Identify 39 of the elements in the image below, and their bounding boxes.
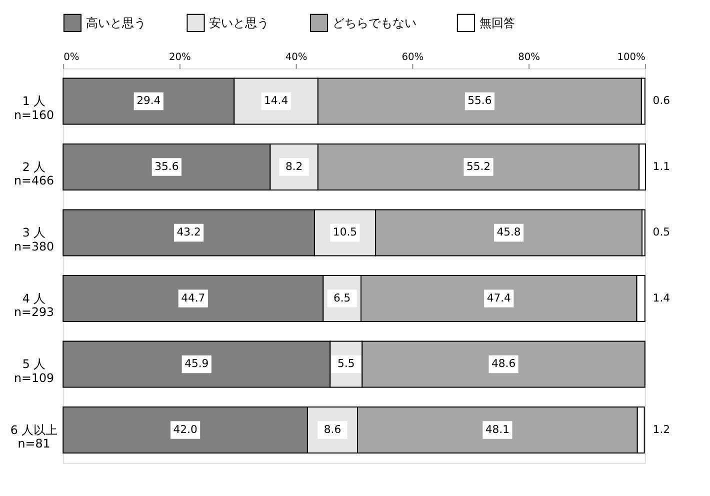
data-label: 42.0 (173, 422, 198, 436)
data-label: 14.4 (264, 94, 288, 108)
data-label: 5.5 (338, 357, 355, 370)
data-label: 43.2 (176, 226, 201, 239)
data-label: 55.2 (466, 160, 491, 173)
y-tick-label: 5 人 n=109 (14, 357, 54, 385)
x-tick-label: 20% (169, 52, 191, 64)
y-tick-label: 2 人 n=466 (14, 160, 54, 188)
y-tick-label: 1 人 n=160 (14, 94, 54, 122)
legend-label: どちらでもない (332, 16, 416, 30)
data-label: 47.4 (486, 291, 512, 304)
data-label: 48.1 (485, 422, 510, 436)
data-label: 45.9 (184, 357, 209, 370)
x-tick-label: 0% (64, 52, 80, 64)
data-label: 0.6 (652, 94, 670, 108)
data-label: 0.5 (652, 226, 670, 239)
legend-label: 安いと思う (209, 16, 270, 30)
legend-label: 無回答 (479, 16, 516, 30)
x-tick-label: 40% (285, 52, 308, 64)
data-label: 8.2 (285, 160, 303, 173)
x-tick-label: 100% (617, 52, 646, 64)
data-label: 6.5 (333, 291, 351, 304)
data-label: 35.6 (154, 160, 179, 173)
y-tick-label: 6 人以上 n=81 (10, 422, 58, 451)
data-label: 29.4 (136, 94, 161, 108)
data-label: 44.7 (181, 291, 206, 304)
x-tick-label: 60% (402, 52, 424, 64)
data-label: 8.6 (324, 422, 342, 436)
y-tick-label: 4 人 n=293 (14, 291, 54, 320)
data-label: 48.6 (491, 357, 516, 370)
data-label: 10.5 (332, 226, 358, 239)
data-label: 1.4 (652, 291, 670, 304)
legend-label: 高いと思う (86, 16, 146, 30)
data-label: 1.1 (652, 160, 670, 173)
x-tick-label: 80% (518, 52, 540, 64)
data-label: 45.8 (496, 226, 521, 239)
data-label: 1.2 (652, 422, 670, 436)
y-tick-label: 3 人 n=380 (14, 226, 54, 254)
data-label: 55.6 (468, 94, 492, 108)
